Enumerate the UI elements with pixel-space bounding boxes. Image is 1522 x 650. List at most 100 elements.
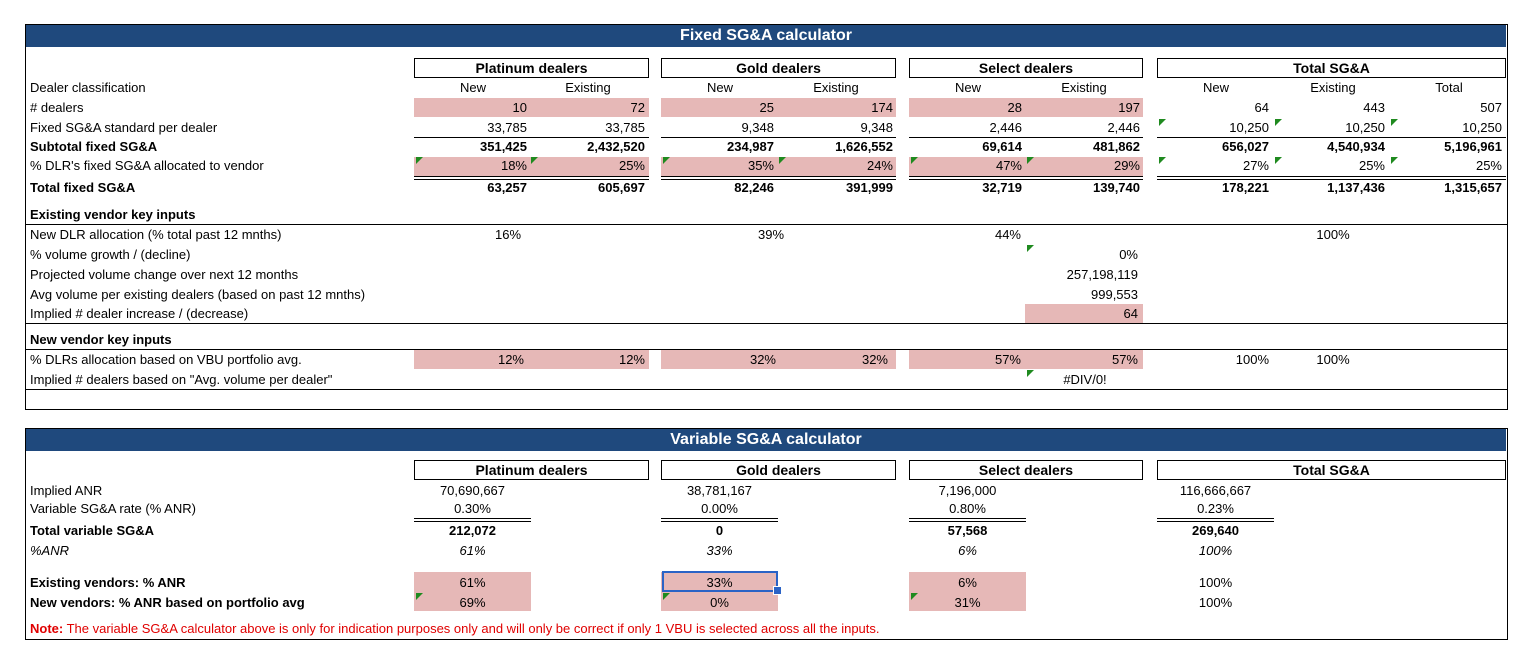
cell-value[interactable]: 116,666,667 [1179, 483, 1252, 498]
comment-indicator-icon[interactable] [416, 593, 423, 600]
cell-value[interactable]: 1,137,436 [1327, 180, 1385, 195]
cell-value[interactable]: 6% [958, 543, 977, 558]
cell-value[interactable]: 100% [1198, 543, 1233, 558]
cell-value[interactable]: 25% [618, 158, 645, 173]
cell-value[interactable]: 47% [995, 158, 1022, 173]
cell-value[interactable]: 28 [1007, 100, 1022, 115]
cell-value[interactable]: 178,221 [1222, 180, 1269, 195]
comment-indicator-icon[interactable] [1159, 157, 1166, 164]
cell-value[interactable]: 61% [459, 575, 486, 590]
cell-value[interactable]: 351,425 [480, 139, 527, 154]
cell-value[interactable]: 16% [494, 227, 522, 242]
cell-error-value[interactable]: #DIV/0! [1063, 372, 1107, 387]
cell-value[interactable]: 0 [715, 523, 724, 538]
comment-indicator-icon[interactable] [911, 157, 918, 164]
cell-value[interactable]: 33% [706, 543, 733, 558]
cell-value[interactable]: 1,315,657 [1444, 180, 1502, 195]
comment-indicator-icon[interactable] [1391, 119, 1398, 126]
comment-indicator-icon[interactable] [911, 593, 918, 600]
cell-value[interactable]: 29% [1113, 158, 1140, 173]
cell-value[interactable]: 72 [630, 100, 645, 115]
cell-value[interactable]: 100% [1235, 352, 1269, 367]
cell-value[interactable]: 2,446 [989, 120, 1022, 135]
cell-value[interactable]: 507 [1480, 100, 1502, 115]
selected-cell[interactable] [662, 571, 778, 592]
cell-value[interactable]: 33% [706, 575, 733, 590]
comment-indicator-icon[interactable] [663, 157, 670, 164]
cell-value[interactable]: 35% [747, 158, 774, 173]
cell-value[interactable]: 39% [757, 227, 785, 242]
cell-value[interactable]: 63,257 [487, 180, 527, 195]
cell-value[interactable]: 10,250 [1229, 120, 1269, 135]
cell-value[interactable]: 656,027 [1222, 139, 1269, 154]
cell-value[interactable]: 7,196,000 [938, 483, 997, 498]
cell-value[interactable]: 70,690,667 [439, 483, 506, 498]
cell-value[interactable]: 10,250 [1462, 120, 1502, 135]
comment-indicator-icon[interactable] [1275, 119, 1282, 126]
cell-value[interactable]: 100% [1316, 227, 1350, 242]
cell-value[interactable]: 212,072 [449, 523, 496, 538]
cell-value[interactable]: 605,697 [598, 180, 645, 195]
cell-value[interactable]: 0.30% [454, 501, 491, 516]
comment-indicator-icon[interactable] [531, 157, 538, 164]
cell-value[interactable]: 197 [1118, 100, 1140, 115]
comment-indicator-icon[interactable] [1275, 157, 1282, 164]
cell-value[interactable]: 9,348 [860, 120, 893, 135]
cell-value[interactable]: 12% [497, 352, 524, 367]
cell-value[interactable]: 0.00% [701, 501, 738, 516]
cell-value[interactable]: 257,198,119 [1066, 267, 1138, 282]
fill-handle[interactable] [773, 586, 782, 595]
cell-value[interactable]: 64 [1254, 100, 1269, 115]
cell-value[interactable]: 4,540,934 [1327, 139, 1385, 154]
cell-value[interactable]: 27% [1242, 158, 1269, 173]
cell-value[interactable]: 139,740 [1093, 180, 1140, 195]
cell-value[interactable]: 24% [866, 158, 893, 173]
cell-value[interactable]: 69,614 [982, 139, 1022, 154]
comment-indicator-icon[interactable] [1391, 157, 1398, 164]
cell-value[interactable]: 82,246 [734, 180, 774, 195]
cell-value[interactable]: 6% [958, 575, 977, 590]
comment-indicator-icon[interactable] [416, 157, 423, 164]
cell-value[interactable]: 100% [1198, 575, 1233, 590]
comment-indicator-icon[interactable] [1027, 245, 1034, 252]
comment-indicator-icon[interactable] [663, 593, 670, 600]
cell-value[interactable]: 269,640 [1192, 523, 1239, 538]
cell-value[interactable]: 61% [459, 543, 486, 558]
cell-value[interactable]: 10 [512, 100, 527, 115]
cell-value[interactable]: 0% [710, 595, 729, 610]
cell-value[interactable]: 0.80% [949, 501, 986, 516]
cell-value[interactable]: 481,862 [1093, 139, 1140, 154]
cell-value[interactable]: 2,432,520 [587, 139, 645, 154]
cell-value[interactable]: 174 [871, 100, 893, 115]
cell-value[interactable]: 69% [459, 595, 486, 610]
cell-value[interactable]: 31% [954, 595, 981, 610]
cell-value[interactable]: 1,626,552 [835, 139, 893, 154]
cell-value[interactable]: 32,719 [982, 180, 1022, 195]
cell-value[interactable]: 18% [500, 158, 527, 173]
cell-value[interactable]: 32% [861, 352, 888, 367]
cell-value[interactable]: 64 [1123, 306, 1138, 321]
comment-indicator-icon[interactable] [1159, 119, 1166, 126]
cell-value[interactable]: 25 [759, 100, 774, 115]
cell-value[interactable]: 391,999 [846, 180, 893, 195]
cell-value[interactable]: 57% [994, 352, 1021, 367]
cell-value[interactable]: 57,568 [947, 523, 988, 538]
cell-value[interactable]: 10,250 [1345, 120, 1385, 135]
cell-value[interactable]: 25% [1475, 158, 1502, 173]
cell-value[interactable]: 44% [994, 227, 1021, 242]
cell-value[interactable]: 57% [1111, 352, 1138, 367]
comment-indicator-icon[interactable] [1027, 157, 1034, 164]
cell-value[interactable]: 12% [618, 352, 645, 367]
cell-value[interactable]: 0.23% [1197, 501, 1234, 516]
cell-value[interactable]: 32% [749, 352, 776, 367]
cell-value[interactable]: 999,553 [1091, 287, 1138, 302]
cell-value[interactable]: 234,987 [727, 139, 774, 154]
cell-value[interactable]: 100% [1316, 352, 1350, 367]
comment-indicator-icon[interactable] [779, 157, 786, 164]
cell-value[interactable]: 38,781,167 [686, 483, 753, 498]
cell-value[interactable]: 0% [1119, 247, 1138, 262]
cell-value[interactable]: 5,196,961 [1444, 139, 1502, 154]
comment-indicator-icon[interactable] [1027, 370, 1034, 377]
cell-value[interactable]: 33,785 [605, 120, 645, 135]
cell-value[interactable]: 443 [1363, 100, 1385, 115]
